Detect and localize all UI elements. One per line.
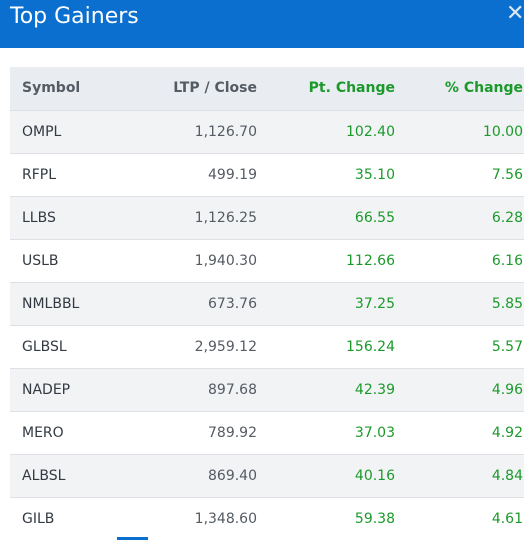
table-row[interactable]: MERO 789.92 37.03 4.92	[10, 411, 524, 454]
cell-ltp: 1,348.60	[194, 510, 257, 527]
cell-ltp: 1,940.30	[194, 252, 257, 269]
cell-pt-change: 112.66	[346, 252, 395, 269]
cell-symbol[interactable]: USLB	[22, 252, 59, 269]
cell-pct-change: 4.96	[491, 381, 523, 398]
cell-pt-change: 37.03	[354, 424, 395, 441]
cell-symbol[interactable]: ALBSL	[22, 467, 66, 484]
cell-symbol[interactable]: LLBS	[22, 209, 56, 226]
cell-pct-change: 4.84	[491, 467, 523, 484]
gainers-table: Symbol LTP / Close Pt. Change % Change O…	[10, 67, 524, 540]
cell-pct-change: 5.85	[491, 295, 523, 312]
cell-ltp: 499.19	[208, 166, 257, 183]
column-header-symbol[interactable]: Symbol	[22, 80, 81, 97]
cell-ltp: 673.76	[208, 295, 257, 312]
cell-symbol[interactable]: NMLBBL	[22, 295, 80, 312]
column-header-pt-change[interactable]: Pt. Change	[308, 80, 395, 97]
cell-ltp: 1,126.70	[194, 123, 257, 140]
cell-pct-change: 10.00	[482, 123, 523, 140]
close-icon[interactable]: ✕	[506, 1, 524, 26]
cell-pt-change: 35.10	[354, 166, 395, 183]
column-header-ltp[interactable]: LTP / Close	[173, 80, 257, 97]
table-row[interactable]: USLB 1,940.30 112.66 6.16	[10, 239, 524, 282]
gainers-table-panel: Symbol LTP / Close Pt. Change % Change O…	[10, 67, 524, 540]
cell-pct-change: 6.28	[491, 209, 523, 226]
cell-pt-change: 156.24	[346, 338, 395, 355]
table-header-row: Symbol LTP / Close Pt. Change % Change	[10, 67, 524, 110]
table-row[interactable]: RFPL 499.19 35.10 7.56	[10, 153, 524, 196]
cell-symbol[interactable]: GLBSL	[22, 338, 67, 355]
cell-ltp: 897.68	[208, 381, 257, 398]
cell-pct-change: 4.61	[491, 510, 523, 527]
scroll-indicator[interactable]	[117, 537, 148, 540]
cell-ltp: 869.40	[208, 467, 257, 484]
cell-ltp: 789.92	[208, 424, 257, 441]
table-row[interactable]: NMLBBL 673.76 37.25 5.85	[10, 282, 524, 325]
table-row[interactable]: GLBSL 2,959.12 156.24 5.57	[10, 325, 524, 368]
modal-header: Top Gainers ✕	[0, 0, 524, 48]
cell-pt-change: 59.38	[354, 510, 395, 527]
cell-symbol[interactable]: OMPL	[22, 123, 62, 140]
cell-symbol[interactable]: NADEP	[22, 381, 71, 398]
cell-pt-change: 42.39	[354, 381, 395, 398]
cell-pct-change: 5.57	[491, 338, 523, 355]
table-row[interactable]: LLBS 1,126.25 66.55 6.28	[10, 196, 524, 239]
cell-ltp: 2,959.12	[194, 338, 257, 355]
cell-symbol[interactable]: GILB	[22, 510, 55, 527]
cell-pct-change: 4.92	[491, 424, 523, 441]
cell-pct-change: 6.16	[491, 252, 523, 269]
cell-symbol[interactable]: RFPL	[22, 166, 57, 183]
table-row[interactable]: OMPL 1,126.70 102.40 10.00	[10, 110, 524, 153]
cell-pt-change: 66.55	[354, 209, 395, 226]
column-header-pct-change[interactable]: % Change	[444, 80, 523, 97]
cell-symbol[interactable]: MERO	[22, 424, 64, 441]
modal-title: Top Gainers	[10, 4, 139, 29]
table-row[interactable]: ALBSL 869.40 40.16 4.84	[10, 454, 524, 497]
cell-pct-change: 7.56	[491, 166, 523, 183]
table-row[interactable]: NADEP 897.68 42.39 4.96	[10, 368, 524, 411]
cell-pt-change: 40.16	[354, 467, 395, 484]
cell-pt-change: 37.25	[354, 295, 395, 312]
cell-pt-change: 102.40	[346, 123, 395, 140]
table-row[interactable]: GILB 1,348.60 59.38 4.61	[10, 497, 524, 540]
cell-ltp: 1,126.25	[194, 209, 257, 226]
